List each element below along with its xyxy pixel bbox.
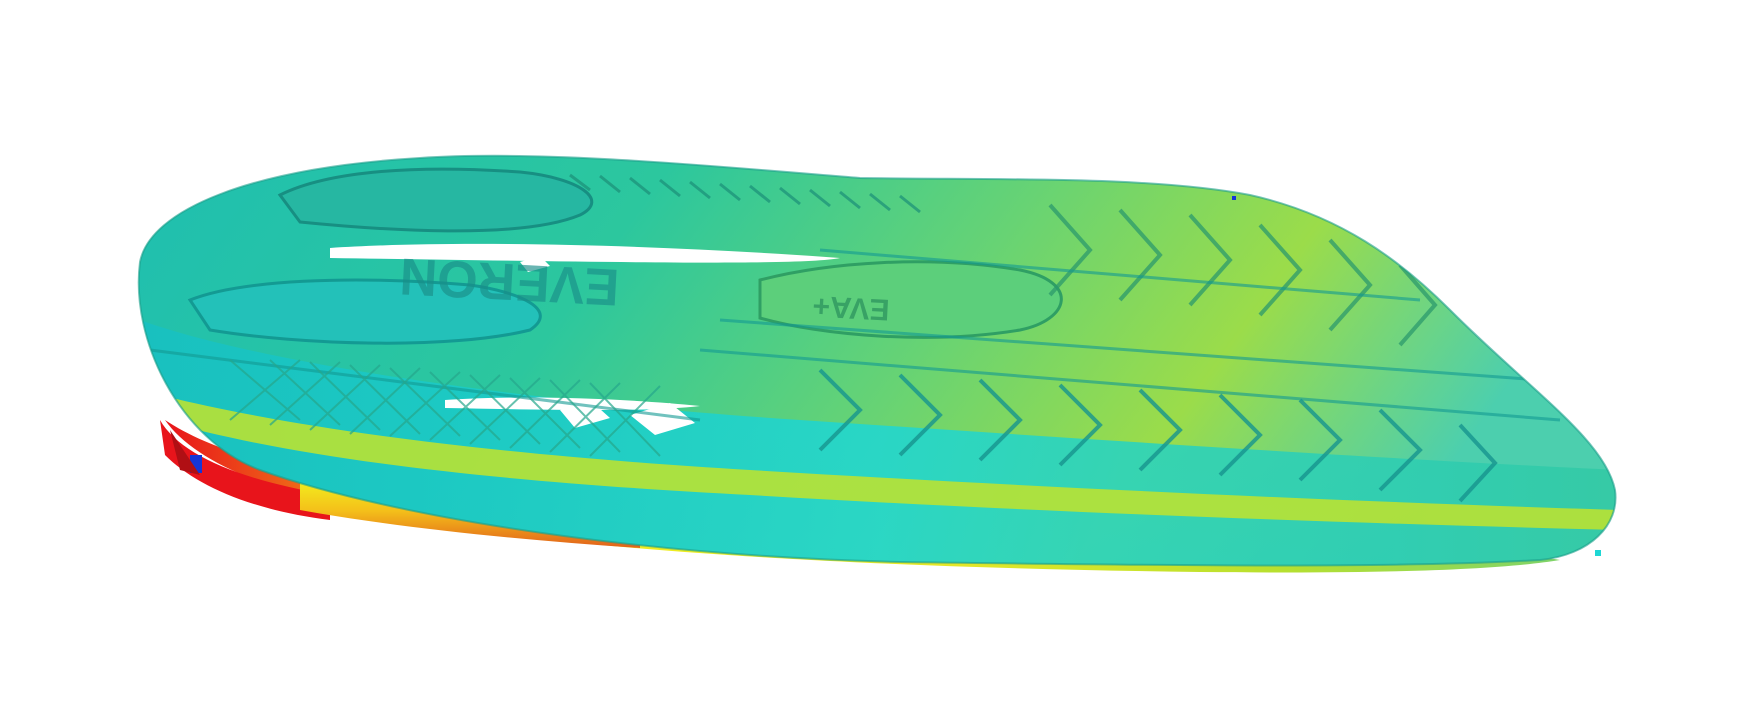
sole-brand-text: EVERON xyxy=(398,247,620,316)
scan-speck xyxy=(1232,196,1236,200)
scan-speck xyxy=(1595,550,1601,556)
tread-chevrons-upper xyxy=(1048,203,1438,347)
tread-blocks xyxy=(149,248,1561,422)
outsole-surface xyxy=(137,154,1617,567)
sole-eva-text: EVA+ xyxy=(812,289,891,326)
lattice-pattern xyxy=(229,359,661,457)
tread-chevrons-lower xyxy=(818,368,1498,503)
specular-highlight xyxy=(330,243,840,263)
